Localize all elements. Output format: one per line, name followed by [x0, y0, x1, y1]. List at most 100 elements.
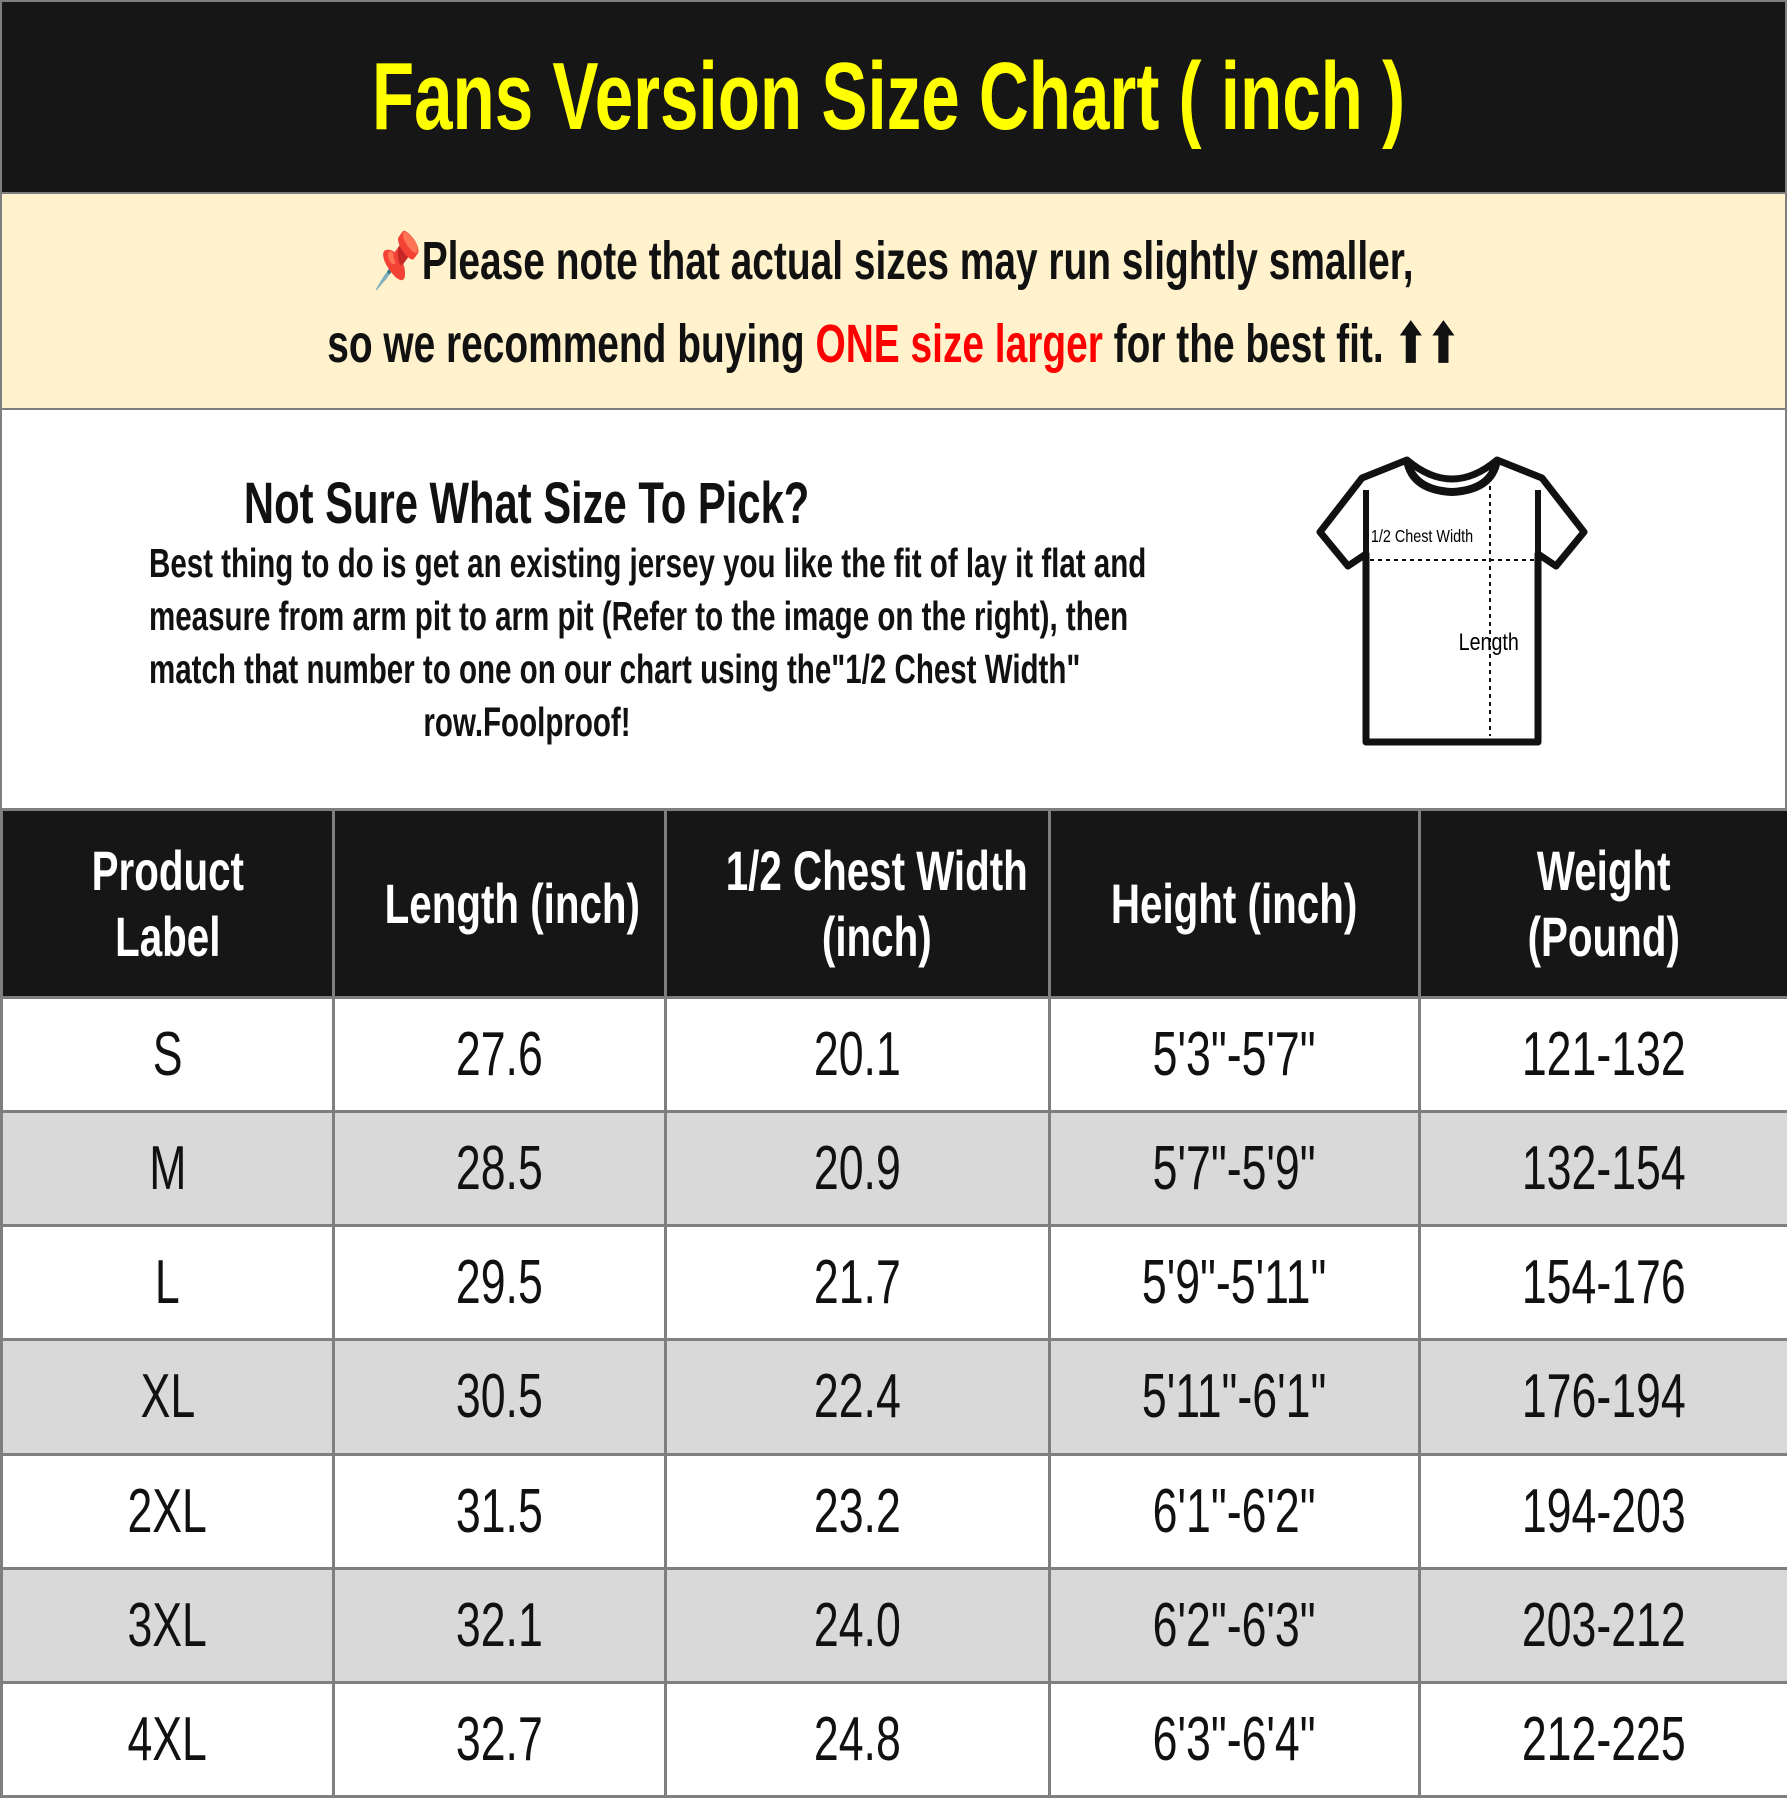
help-body: Best thing to do is get an existing jers…	[2, 537, 1147, 749]
chest-width-label: 1/2 Chest Width	[1371, 527, 1473, 547]
cell-value: 24.8	[814, 1704, 901, 1774]
table-row: S 27.6 20.1 5'3"-5'7" 121-132	[0, 995, 1787, 1114]
column-header-text: Label	[114, 904, 221, 968]
cell-value: 20.1	[814, 1020, 901, 1090]
cell-value: 29.5	[456, 1248, 543, 1318]
table-row: 3XL 32.1 24.0 6'2"-6'3" 203-212	[0, 1566, 1787, 1684]
table-row: XL 30.5 22.4 5'11"-6'1" 176-194	[0, 1338, 1787, 1456]
table-cell: 6'2"-6'3"	[1048, 1566, 1421, 1684]
table-row: M 28.5 20.9 5'7"-5'9" 132-154	[0, 1110, 1787, 1228]
cell-value: 23.2	[814, 1476, 901, 1546]
notice-line-1: Please note that actual sizes may run sl…	[421, 231, 1414, 291]
column-header-text: (inch)	[821, 904, 932, 968]
table-cell: 4XL	[0, 1680, 335, 1798]
cell-value: 32.7	[456, 1704, 543, 1774]
table-cell: 132-154	[1418, 1110, 1787, 1228]
column-header-text: Length (inch)	[384, 871, 640, 935]
cell-value: 20.9	[814, 1134, 901, 1204]
table-header-row: Product Label Length (inch) 1/2 Chest Width…	[0, 808, 1787, 999]
cell-value: 5'11"-6'1"	[1142, 1362, 1327, 1432]
cell-value: 203-212	[1522, 1590, 1686, 1660]
help-body-line: row.Foolproof!	[423, 699, 631, 745]
cell-value: 121-132	[1522, 1020, 1686, 1090]
table-cell: 212-225	[1418, 1680, 1787, 1798]
table-cell: XL	[0, 1338, 335, 1456]
table-cell: 3XL	[0, 1566, 335, 1684]
table-cell: L	[0, 1224, 335, 1342]
cell-value: 31.5	[456, 1476, 543, 1546]
tshirt-diagram-icon: 1/2 Chest Width Length	[1316, 456, 1588, 746]
table-cell: 27.6	[332, 995, 667, 1114]
table-cell: 23.2	[664, 1452, 1051, 1570]
cell-value: M	[148, 1134, 187, 1204]
cell-value: L	[155, 1248, 180, 1318]
cell-value: 22.4	[814, 1362, 901, 1432]
notice-highlight: ONE size larger	[815, 314, 1103, 374]
column-header: Weight (Pound)	[1418, 808, 1787, 999]
cell-value: XL	[140, 1362, 195, 1432]
cell-value: 30.5	[456, 1362, 543, 1432]
length-label: Length	[1459, 628, 1519, 655]
column-header: Product Label	[0, 808, 335, 999]
table-cell: 154-176	[1418, 1224, 1787, 1342]
column-header: 1/2 Chest Width (inch)	[664, 808, 1051, 999]
table-cell: 32.1	[332, 1566, 667, 1684]
cell-value: 6'1"-6'2"	[1153, 1476, 1316, 1546]
cell-value: 5'7"-5'9"	[1153, 1134, 1316, 1204]
column-header-text: Weight	[1537, 838, 1671, 902]
table-cell: 121-132	[1418, 995, 1787, 1114]
column-header-text: Product	[91, 838, 244, 902]
notice-banner: 📌Please note that actual sizes may run s…	[0, 192, 1787, 410]
cell-value: 28.5	[456, 1134, 543, 1204]
cell-value: 24.0	[814, 1590, 901, 1660]
cell-value: 32.1	[456, 1590, 543, 1660]
cell-value: 3XL	[127, 1590, 208, 1660]
table-cell: M	[0, 1110, 335, 1228]
help-heading: Not Sure What Size To Pick?	[244, 471, 810, 536]
table-cell: 31.5	[332, 1452, 667, 1570]
table-cell: 30.5	[332, 1338, 667, 1456]
cell-value: 176-194	[1522, 1362, 1686, 1432]
column-header-text: Height (inch)	[1111, 871, 1358, 935]
table-cell: 5'7"-5'9"	[1048, 1110, 1421, 1228]
up-arrows-icon: ⬆⬆	[1394, 314, 1460, 374]
table-cell: 20.1	[664, 995, 1051, 1114]
cell-value: S	[152, 1020, 183, 1090]
table-cell: 5'11"-6'1"	[1048, 1338, 1421, 1456]
table-cell: 5'3"-5'7"	[1048, 995, 1421, 1114]
cell-value: 154-176	[1522, 1248, 1686, 1318]
table-cell: 24.8	[664, 1680, 1051, 1798]
table-cell: 6'1"-6'2"	[1048, 1452, 1421, 1570]
cell-value: 27.6	[456, 1020, 543, 1090]
table-cell: 20.9	[664, 1110, 1051, 1228]
cell-value: 6'2"-6'3"	[1153, 1590, 1316, 1660]
table-cell: 29.5	[332, 1224, 667, 1342]
sizing-help-section: Not Sure What Size To Pick? Best thing t…	[0, 408, 1787, 810]
table-cell: 21.7	[664, 1224, 1051, 1342]
table-row: 4XL 32.7 24.8 6'3"-6'4" 212-225	[0, 1680, 1787, 1798]
notice-line-2-after: for the best fit.	[1102, 314, 1384, 374]
cell-value: 5'3"-5'7"	[1153, 1020, 1316, 1090]
table-cell: 6'3"-6'4"	[1048, 1680, 1421, 1798]
table-row: 2XL 31.5 23.2 6'1"-6'2" 194-203	[0, 1452, 1787, 1570]
cell-value: 194-203	[1522, 1476, 1686, 1546]
table-cell: 5'9"-5'11"	[1048, 1224, 1421, 1342]
help-body-line: match that number to one on our chart us…	[149, 646, 1081, 692]
cell-value: 132-154	[1522, 1134, 1686, 1204]
table-cell: 203-212	[1418, 1566, 1787, 1684]
cell-value: 212-225	[1522, 1704, 1686, 1774]
table-cell: 24.0	[664, 1566, 1051, 1684]
column-header: Length (inch)	[332, 808, 667, 999]
table-cell: 28.5	[332, 1110, 667, 1228]
cell-value: 6'3"-6'4"	[1153, 1704, 1316, 1774]
table-cell: 176-194	[1418, 1338, 1787, 1456]
column-header-text: 1/2 Chest Width	[725, 838, 1028, 902]
cell-value: 5'9"-5'11"	[1142, 1248, 1327, 1318]
help-body-line: Best thing to do is get an existing jers…	[149, 540, 1147, 586]
table-cell: 194-203	[1418, 1452, 1787, 1570]
column-header: Height (inch)	[1048, 808, 1421, 999]
cell-value: 2XL	[127, 1476, 208, 1546]
size-table: Product Label Length (inch) 1/2 Chest Width…	[0, 808, 1787, 1798]
cell-value: 4XL	[127, 1704, 208, 1774]
pushpin-icon: 📌	[373, 231, 422, 291]
